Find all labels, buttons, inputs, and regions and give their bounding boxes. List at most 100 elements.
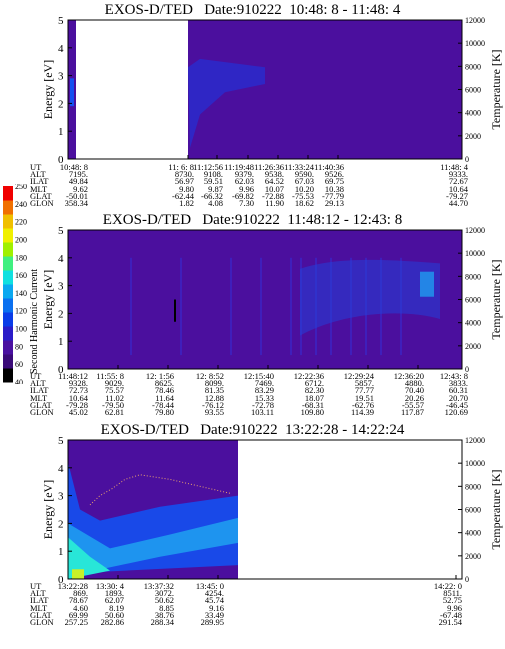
orbit-table-cell: 9379. <box>234 169 254 180</box>
orbit-table-cell: 12.88 <box>204 392 224 403</box>
orbit-row-label: ALT <box>30 378 46 389</box>
orbit-table-cell: 12:29:24 <box>343 371 374 381</box>
temperature-trace <box>89 474 231 506</box>
colorbar-tick-label: 240 <box>15 200 27 209</box>
orbit-table-cell: 49.84 <box>68 176 88 187</box>
data-band <box>72 569 84 579</box>
orbit-table-cell: 8511. <box>443 588 462 599</box>
orbit-table-cell: 72.67 <box>448 176 468 187</box>
orbit-table-cell: 8730. <box>174 169 194 180</box>
orbit-table-cell: 38.76 <box>154 609 174 620</box>
colorbar-swatch <box>3 200 13 215</box>
orbit-table-row: UT 10:48: 8 11: 6: 8 11:12:56 11:19:48 11:26:… <box>30 162 505 172</box>
y2-tick-label: 12000 <box>465 16 485 25</box>
orbit-table-cell: 10.64 <box>68 392 88 403</box>
orbit-table-cell: 79.80 <box>154 406 174 417</box>
y-tick-label: 0 <box>58 154 64 166</box>
orbit-table-cell: 8625. <box>154 378 174 389</box>
orbit-table-cell: 3833. <box>448 378 468 389</box>
colorbar-tick-label: 40 <box>15 378 23 384</box>
colorbar-tick-label: 120 <box>15 307 27 316</box>
orbit-table-row: GLAT -79.28 -79.50 -78.44 -76.12 -72.78 -68.31… <box>30 399 505 410</box>
y-tick-label: 4 <box>58 43 64 55</box>
orbit-table-cell: 62.81 <box>104 406 124 417</box>
orbit-table-cell: 13:30: 4 <box>95 581 124 591</box>
orbit-table-cell: 6712. <box>304 378 324 389</box>
orbit-table-cell: 7.30 <box>239 197 254 208</box>
y2-tick-label: 4000 <box>465 319 481 328</box>
orbit-table-cell: 9108. <box>203 169 223 180</box>
y2-tick-label: 0 <box>465 575 469 584</box>
orbit-table-cell: 9.96 <box>447 602 462 613</box>
colorbar-tick-label: 220 <box>15 218 27 227</box>
orbit-table-cell: 56.97 <box>174 176 194 187</box>
orbit-table-cell: -69.82 <box>232 190 254 201</box>
y2-axis-label: Temperature [K] <box>489 49 503 129</box>
orbit-table-cell: -62.44 <box>172 190 194 201</box>
y2-tick-label: 2000 <box>465 132 481 141</box>
orbit-row-label: GLAT <box>30 190 52 201</box>
orbit-table-row: GLON 257.25 282.86 288.34 289.95 291.54 <box>30 616 505 627</box>
colorbar-gradient <box>3 186 13 383</box>
orbit-table-cell: 117.87 <box>400 406 424 417</box>
orbit-table-cell: -72.88 <box>262 190 284 201</box>
orbit-table-cell: 67.03 <box>294 176 314 187</box>
orbit-table-cell: 10.20 <box>294 183 314 194</box>
data-streak <box>290 257 292 356</box>
orbit-table-cell: 12: 8:52 <box>195 371 224 381</box>
panel-2-orbit-table: UT 11:48:12 11:55: 8 12: 1:56 12: 8:52 12:15:… <box>30 371 505 417</box>
y2-tick-label: 6000 <box>465 86 481 95</box>
orbit-table-cell: -77.79 <box>322 190 344 201</box>
orbit-table-cell: 11: 6: 8 <box>168 162 194 172</box>
data-band <box>420 271 434 297</box>
orbit-table-row: MLT 9.62 9.80 9.87 9.96 10.07 10.20 10.38 10.64 <box>30 183 505 194</box>
orbit-table-cell: 4880. <box>404 378 424 389</box>
orbit-row-label: GLON <box>30 197 54 208</box>
y2-axis-label: Temperature [K] <box>489 469 503 549</box>
orbit-row-label: MLT <box>30 392 48 403</box>
y-tick-label: 5 <box>58 225 64 237</box>
colorbar-tick-label: 80 <box>15 342 23 351</box>
orbit-table-cell: 78.67 <box>68 595 88 606</box>
orbit-table-cell: 5857. <box>354 378 374 389</box>
orbit-table-row: ILAT 72.73 75.57 78.46 81.35 83.29 82.30 77.77 7… <box>30 385 505 396</box>
orbit-table-cell: 288.34 <box>150 616 174 627</box>
orbit-table-cell: 11.02 <box>105 392 124 403</box>
y-tick-label: 4 <box>58 463 64 475</box>
orbit-row-label: GLAT <box>30 609 52 620</box>
orbit-table-cell: -46.45 <box>446 399 468 410</box>
colorbar-swatch <box>3 312 13 327</box>
orbit-table-cell: 82.30 <box>304 385 324 396</box>
orbit-table-cell: 9333. <box>448 169 468 180</box>
data-band <box>188 58 265 148</box>
orbit-table-cell: -68.31 <box>302 399 324 410</box>
orbit-table-cell: 13:45: 0 <box>195 581 224 591</box>
data-band <box>68 537 110 579</box>
orbit-table-cell: 10:48: 8 <box>59 162 88 172</box>
orbit-table-cell: 78.46 <box>154 385 174 396</box>
orbit-table-cell: 9.96 <box>239 183 254 194</box>
orbit-table-cell: 12:36:20 <box>393 371 424 381</box>
y2-tick-label: 4000 <box>465 529 481 538</box>
orbit-row-label: MLT <box>30 602 48 613</box>
y2-tick-label: 6000 <box>465 506 481 515</box>
orbit-table-cell: 9029. <box>104 378 124 389</box>
orbit-table-cell: -78.44 <box>152 399 174 410</box>
orbit-table-cell: 257.25 <box>64 616 88 627</box>
y2-tick-label: 10000 <box>465 39 485 48</box>
orbit-table-cell: 12:22:36 <box>293 371 324 381</box>
orbit-table-cell: 11.90 <box>265 197 284 208</box>
orbit-table-cell: 10.38 <box>324 183 344 194</box>
orbit-table-cell: 11:48: 4 <box>440 162 468 172</box>
orbit-table-cell: -50.01 <box>66 190 88 201</box>
orbit-table-cell: 18.62 <box>294 197 314 208</box>
colorbar-swatch <box>3 186 13 201</box>
orbit-table-cell: 8.19 <box>109 602 124 613</box>
orbit-table-cell: 70.40 <box>404 385 424 396</box>
y-tick-label: 1 <box>58 126 64 138</box>
orbit-table-row: ALT 7195. 8730. 9108. 9379. 9538. 9590. 9526. 93… <box>30 169 505 180</box>
colorbar-swatch <box>3 228 13 243</box>
orbit-table-cell: -79.27 <box>446 190 468 201</box>
orbit-table-row: ALT 9328. 9029. 8625. 8099. 7469. 6712. 5857. 48… <box>30 378 505 389</box>
orbit-table-cell: 77.77 <box>354 385 374 396</box>
